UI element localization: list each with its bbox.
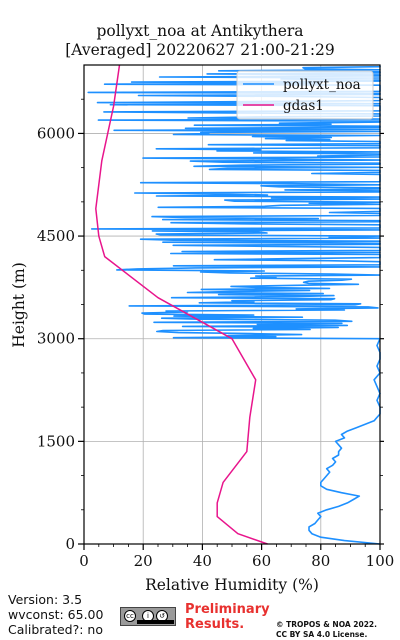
legend-box — [236, 70, 374, 120]
y-tick-label: 4500 — [37, 227, 75, 245]
legend: pollyxt_noa gdas1 — [236, 70, 374, 120]
y-tick-label: 6000 — [37, 124, 75, 142]
version-text: Version: 3.5 — [8, 592, 83, 607]
preliminary-line2: Results. — [185, 617, 245, 632]
y-tick-label: 0 — [65, 535, 75, 553]
x-tick-label: 80 — [311, 552, 330, 570]
copyright-notice: © TROPOS & NOA 2022. CC BY SA 4.0 Licens… — [276, 620, 377, 640]
gdas-series — [95, 64, 268, 545]
x-tick-label: 0 — [79, 552, 89, 570]
wvconst-text: wvconst: 65.00 — [8, 607, 104, 622]
axis-ticks: 0 20 40 60 80 100 0 1500 3000 4500 6000 — [37, 98, 395, 570]
legend-pollyxt-label: pollyxt_noa — [283, 77, 361, 93]
x-tick-label: 20 — [134, 552, 153, 570]
y-axis-label: Height (m) — [10, 262, 28, 348]
y-tick-label: 3000 — [37, 330, 75, 348]
x-tick-label: 100 — [366, 552, 395, 570]
pollyxt-line — [87, 65, 381, 545]
x-tick-label: 60 — [252, 552, 271, 570]
chart-title-line2: [Averaged] 20220627 21:00-21:29 — [65, 41, 335, 59]
y-tick-label: 1500 — [37, 432, 75, 450]
x-axis-label: Relative Humidity (%) — [145, 576, 319, 594]
cc-by-sa-icon: cc i ↺ — [120, 607, 176, 626]
copyright-line1: © TROPOS & NOA 2022. — [276, 620, 378, 629]
preliminary-notice: Preliminary Results. — [185, 602, 270, 632]
chart-title-line1: pollyxt_noa at Antikythera — [96, 22, 304, 40]
footer-info: Version: 3.5 wvconst: 65.00 Calibrated?:… — [8, 592, 103, 637]
gdas-line — [95, 64, 268, 545]
legend-gdas-label: gdas1 — [283, 98, 324, 114]
preliminary-line1: Preliminary — [185, 602, 270, 617]
x-tick-label: 40 — [193, 552, 212, 570]
calibrated-text: Calibrated?: no — [8, 622, 103, 637]
copyright-line2: CC BY SA 4.0 License. — [276, 630, 368, 639]
pollyxt-series — [87, 65, 381, 545]
